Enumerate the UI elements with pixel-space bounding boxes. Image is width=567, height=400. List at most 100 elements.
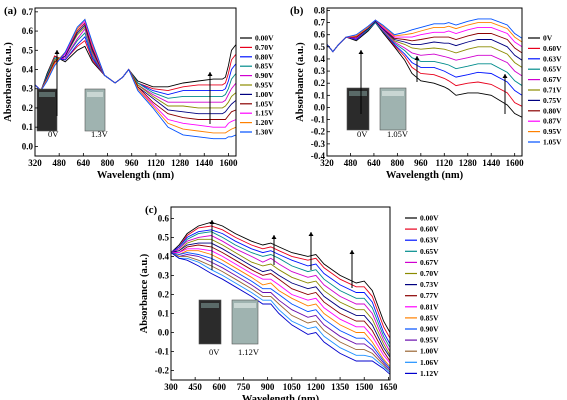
y-tick-label: 0.1 bbox=[22, 122, 34, 132]
series-line-0.70V bbox=[171, 238, 390, 356]
legend-entry-label: 1.00V bbox=[255, 90, 274, 99]
legend-entry-label: 1.06V bbox=[420, 358, 439, 367]
legend-entry-label: 0.80V bbox=[255, 52, 274, 61]
legend-entry-label: 0.60V bbox=[420, 225, 439, 234]
series-line-0.77V bbox=[171, 244, 390, 362]
y-tick-label: 0.2 bbox=[158, 289, 170, 299]
x-tick-label: 600 bbox=[213, 382, 227, 392]
legend-entry-label: 1.30V bbox=[255, 128, 274, 137]
trend-arrow-head bbox=[271, 235, 277, 239]
series-line-1.12V bbox=[171, 252, 390, 375]
y-tick-label: 0.6 bbox=[158, 213, 170, 223]
y-tick-label: 0.8 bbox=[314, 5, 326, 15]
inset-vial-meniscus bbox=[349, 91, 367, 96]
series-line-0.85V bbox=[171, 250, 390, 367]
legend-entry-label: 0.63V bbox=[543, 54, 562, 63]
series-line-0.95V bbox=[327, 19, 522, 53]
x-axis-label: Wavelength (nm) bbox=[97, 170, 175, 181]
x-tick-label: 1440 bbox=[195, 158, 214, 168]
y-tick-label: -0.3 bbox=[311, 139, 326, 149]
series-line-1.06V bbox=[171, 252, 390, 373]
legend-entry-label: 1.15V bbox=[255, 109, 274, 118]
legend-entry-label: 0.65V bbox=[420, 247, 439, 256]
series-line-0.63V bbox=[171, 229, 390, 345]
y-tick-label: 0.3 bbox=[22, 84, 34, 94]
series-line-0.00V bbox=[171, 221, 390, 333]
legend-entry-label: 1.00V bbox=[420, 347, 439, 356]
y-tick-label: 0.2 bbox=[314, 78, 326, 88]
series-line-1.15V bbox=[35, 20, 236, 128]
y-tick-label: 0.0 bbox=[22, 141, 34, 151]
x-tick-label: 960 bbox=[414, 158, 428, 168]
plot-frame bbox=[326, 7, 523, 157]
x-tick-label: 800 bbox=[101, 158, 115, 168]
y-tick-label: 0.6 bbox=[22, 26, 34, 36]
y-tick-label: 0.3 bbox=[158, 270, 170, 280]
series-line-1.20V bbox=[35, 18, 236, 134]
inset-vial-meniscus bbox=[87, 92, 103, 97]
legend-entry-label: 0.85V bbox=[255, 62, 274, 71]
series-line-0.90V bbox=[35, 28, 236, 103]
series-line-0.80V bbox=[327, 19, 522, 54]
panel-label: (a) bbox=[4, 5, 17, 17]
series-line-0.95V bbox=[35, 26, 236, 109]
inset-vial-photo bbox=[346, 87, 370, 131]
legend-entry-label: 0.60V bbox=[543, 44, 562, 53]
x-axis-label: Wavelength (nm) bbox=[386, 170, 464, 181]
legend-entry-label: 0.75V bbox=[543, 96, 562, 105]
legend-entry-label: 0.71V bbox=[543, 86, 562, 95]
panel-b: 0V 1.05V 320 480 640 800 960 1120 1280 1440 1600 -0… bbox=[290, 5, 562, 181]
x-tick-label: 1500 bbox=[355, 382, 374, 392]
inset-vial-photo bbox=[84, 88, 106, 132]
y-axis-label: Absorbance (a.u.) bbox=[3, 42, 14, 122]
y-tick-label: 0.1 bbox=[314, 90, 326, 100]
series-group bbox=[171, 221, 390, 375]
y-tick-label: 0.4 bbox=[22, 65, 34, 75]
legend-entry-label: 0.81V bbox=[420, 302, 439, 311]
inset-label: 1.3V bbox=[91, 129, 109, 139]
series-line-1.30V bbox=[35, 18, 236, 140]
inset-label: 1.05V bbox=[387, 129, 409, 139]
legend-entry-label: 0.70V bbox=[255, 43, 274, 52]
x-axis-label: Wavelength (nm) bbox=[242, 394, 320, 400]
inset-vial-meniscus bbox=[39, 92, 55, 97]
series-line-0.67V bbox=[171, 235, 390, 352]
y-tick-label: -0.1 bbox=[155, 346, 170, 356]
y-axis-label: Absorbance (a.u.) bbox=[295, 42, 306, 122]
y-tick-label: 0.4 bbox=[158, 251, 170, 261]
legend-entry-label: 0.90V bbox=[255, 71, 274, 80]
series-line-0.81V bbox=[171, 248, 390, 364]
legend-entry-label: 0.67V bbox=[420, 258, 439, 267]
y-axis-label: Absorbance (a.u.) bbox=[139, 253, 150, 333]
x-tick-label: 480 bbox=[344, 158, 358, 168]
y-tick-label: -0.2 bbox=[311, 127, 326, 137]
panel-label: (c) bbox=[145, 204, 158, 216]
series-line-0V bbox=[327, 21, 522, 118]
x-tick-label: 320 bbox=[28, 158, 42, 168]
legend-entry-label: 0.73V bbox=[420, 280, 439, 289]
y-tick-label: -0.4 bbox=[311, 151, 326, 161]
y-tick-label: 0.2 bbox=[22, 103, 34, 113]
y-tick-label: 0.7 bbox=[314, 18, 326, 28]
trend-arrow-head bbox=[358, 50, 364, 54]
series-line-0.85V bbox=[35, 32, 236, 99]
y-tick-label: -0.1 bbox=[311, 115, 326, 125]
legend-entry-label: 1.20V bbox=[255, 118, 274, 127]
series-line-0.67V bbox=[327, 20, 522, 77]
legend-entry-label: 0.63V bbox=[420, 236, 439, 245]
y-tick-label: -0.2 bbox=[155, 365, 170, 375]
x-tick-label: 1280 bbox=[171, 158, 190, 168]
legend-entry-label: 1.05V bbox=[255, 99, 274, 108]
trend-arrow-head bbox=[349, 250, 355, 254]
legend-entry-label: 0.70V bbox=[420, 269, 439, 278]
trend-arrow-head bbox=[207, 72, 213, 76]
legend-entry-label: 0.95V bbox=[255, 81, 274, 90]
panel-a: 0V 1.3V 320 480 640 800 960 1120 1280 1440 1600 0.0… bbox=[3, 5, 274, 181]
inset-label: 0V bbox=[209, 347, 220, 357]
y-tick-label: 0.6 bbox=[314, 30, 326, 40]
trend-arrow-head bbox=[209, 220, 215, 224]
series-line-0.73V bbox=[171, 242, 390, 358]
legend-entry-label: 0.90V bbox=[420, 325, 439, 334]
